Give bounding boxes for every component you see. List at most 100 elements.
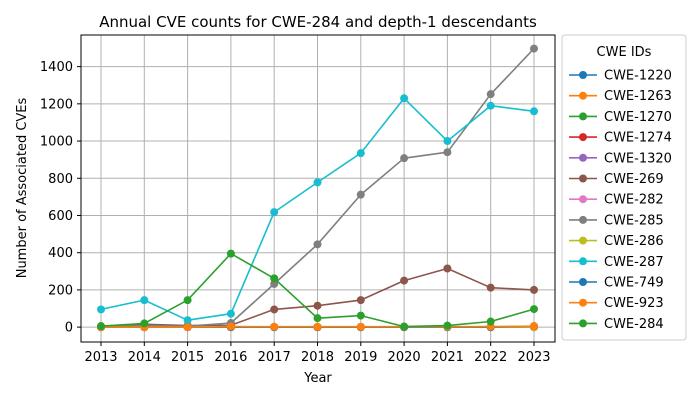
legend-item-cwe-1320: CWE-1320 <box>569 151 672 166</box>
legend-label: CWE-1270 <box>604 110 672 125</box>
legend-label: CWE-285 <box>604 213 664 228</box>
data-point <box>313 322 322 331</box>
x-tick-label: 2019 <box>344 350 377 365</box>
data-point <box>313 240 322 249</box>
data-point <box>183 316 192 325</box>
data-point <box>400 276 409 285</box>
data-point <box>140 319 149 328</box>
legend-marker <box>579 195 587 204</box>
legend-marker <box>579 215 587 224</box>
data-point <box>270 322 279 331</box>
legend-marker <box>579 174 587 183</box>
series-cwe-287 <box>97 94 538 325</box>
x-tick-label: 2017 <box>258 350 291 365</box>
legend-label: CWE-1220 <box>604 69 672 84</box>
data-point <box>530 44 538 53</box>
data-point <box>270 305 279 314</box>
y-tick-label: 400 <box>48 246 73 261</box>
data-point <box>486 101 495 110</box>
data-point <box>270 208 279 217</box>
legend-item-cwe-287: CWE-287 <box>569 255 664 270</box>
data-point <box>356 296 365 305</box>
legend-item-cwe-923: CWE-923 <box>569 296 664 311</box>
data-point <box>270 279 279 288</box>
legend-item-cwe-1274: CWE-1274 <box>569 131 672 146</box>
data-point <box>530 285 538 294</box>
data-point <box>530 107 538 116</box>
legend: CWE IDs CWE-1220 CWE-1263 CWE-1270 CWE-1274… <box>561 34 687 341</box>
series-cwe-284 <box>97 249 538 331</box>
legend-marker <box>579 112 587 121</box>
x-axis-title: Year <box>303 371 332 386</box>
legend-marker <box>579 91 587 100</box>
legend-item-cwe-285: CWE-285 <box>569 213 664 228</box>
grid <box>81 35 555 342</box>
data-point <box>97 322 105 331</box>
legend-marker <box>579 153 587 162</box>
legend-label: CWE-1320 <box>604 151 672 166</box>
data-point <box>313 314 322 323</box>
legend-item-cwe-1270: CWE-1270 <box>569 110 672 125</box>
legend-marker <box>579 71 587 79</box>
legend-item-cwe-269: CWE-269 <box>569 172 664 187</box>
y-tick-label: 1400 <box>40 60 73 75</box>
data-point <box>356 190 365 199</box>
data-point <box>443 148 452 157</box>
legend-label: CWE-287 <box>604 255 664 270</box>
legend-marker <box>579 236 587 245</box>
data-point <box>530 322 538 331</box>
y-tick-label: 200 <box>48 283 73 298</box>
data-point <box>400 94 409 103</box>
legend-item-cwe-749: CWE-749 <box>569 276 664 291</box>
y-tick-label: 800 <box>48 172 73 187</box>
x-axis: 2013 2014 2015 2016 2017 2018 2019 2020 2021 2022… <box>84 342 551 365</box>
x-tick-label: 2023 <box>517 350 550 365</box>
x-tick-label: 2018 <box>301 350 334 365</box>
y-tick-label: 1200 <box>40 97 73 112</box>
x-tick-label: 2015 <box>171 350 204 365</box>
series-lines <box>97 44 538 332</box>
data-point <box>226 322 235 331</box>
data-point <box>356 311 365 320</box>
legend-marker <box>579 133 587 142</box>
x-tick-label: 2016 <box>214 350 247 365</box>
legend-marker <box>579 298 587 307</box>
legend-frame <box>561 34 687 341</box>
y-axis-title: Number of Associated CVEs <box>15 97 30 278</box>
data-point <box>486 317 495 326</box>
legend-label: CWE-923 <box>604 296 664 311</box>
legend-item-cwe-286: CWE-286 <box>569 234 664 249</box>
legend-item-cwe-1263: CWE-1263 <box>569 89 672 104</box>
y-tick-label: 600 <box>48 209 73 224</box>
data-point <box>356 149 365 158</box>
y-tick-label: 1000 <box>40 135 73 150</box>
x-tick-label: 2013 <box>84 350 117 365</box>
data-point <box>270 274 279 283</box>
x-tick-label: 2022 <box>474 350 507 365</box>
legend-label: CWE-286 <box>604 234 664 249</box>
data-point <box>443 137 452 146</box>
legend-item-cwe-284: CWE-284 <box>569 317 664 332</box>
y-axis: 0 200 400 600 800 1000 1200 1400 <box>40 60 81 336</box>
data-point <box>356 322 365 331</box>
legend-label: CWE-284 <box>604 317 664 332</box>
data-point <box>313 301 322 310</box>
data-point <box>226 249 235 258</box>
data-point <box>140 296 149 305</box>
data-point <box>443 321 452 330</box>
x-tick-label: 2020 <box>388 350 421 365</box>
x-tick-label: 2014 <box>128 350 161 365</box>
data-point <box>313 178 322 187</box>
legend-label: CWE-1274 <box>604 131 672 146</box>
data-point <box>530 305 538 314</box>
data-point <box>443 264 452 273</box>
data-point <box>183 323 192 332</box>
legend-label: CWE-749 <box>604 276 664 291</box>
data-point <box>400 154 409 163</box>
data-point <box>226 309 235 318</box>
data-point <box>486 283 495 292</box>
data-point <box>97 305 105 314</box>
legend-marker <box>579 278 587 286</box>
